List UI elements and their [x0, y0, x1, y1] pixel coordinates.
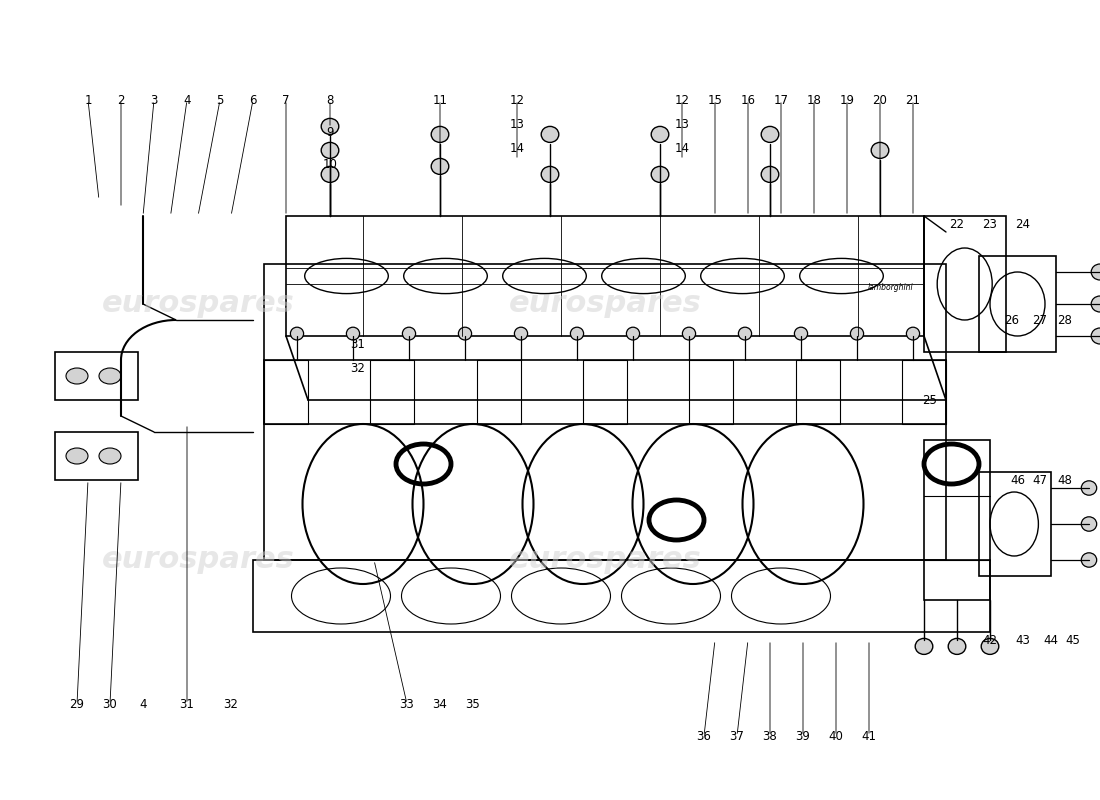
Text: 30: 30	[102, 698, 118, 710]
Text: 35: 35	[465, 698, 481, 710]
Text: 31: 31	[179, 698, 195, 710]
Text: 47: 47	[1032, 474, 1047, 486]
Text: 32: 32	[223, 698, 239, 710]
Ellipse shape	[431, 158, 449, 174]
Text: eurospares: eurospares	[101, 290, 295, 318]
Text: 27: 27	[1032, 314, 1047, 326]
Text: 48: 48	[1057, 474, 1072, 486]
Circle shape	[99, 368, 121, 384]
Text: 17: 17	[773, 94, 789, 106]
Ellipse shape	[321, 118, 339, 134]
Text: 25: 25	[922, 394, 937, 406]
Ellipse shape	[761, 166, 779, 182]
Circle shape	[99, 448, 121, 464]
Text: 6: 6	[250, 94, 256, 106]
Ellipse shape	[981, 638, 999, 654]
Circle shape	[66, 368, 88, 384]
Text: 18: 18	[806, 94, 822, 106]
Text: 10: 10	[322, 158, 338, 170]
Text: 38: 38	[762, 730, 778, 742]
Ellipse shape	[651, 166, 669, 182]
Text: 32: 32	[350, 362, 365, 374]
Text: 4: 4	[184, 94, 190, 106]
Text: 24: 24	[1015, 218, 1031, 230]
Ellipse shape	[321, 142, 339, 158]
Ellipse shape	[1081, 481, 1097, 495]
Text: 2: 2	[118, 94, 124, 106]
Ellipse shape	[626, 327, 639, 340]
Ellipse shape	[290, 327, 304, 340]
Text: 8: 8	[327, 94, 333, 106]
Text: 22: 22	[949, 218, 965, 230]
Text: 14: 14	[674, 142, 690, 154]
Ellipse shape	[915, 638, 933, 654]
Ellipse shape	[1091, 264, 1100, 280]
Text: 11: 11	[432, 94, 448, 106]
Ellipse shape	[850, 327, 864, 340]
Text: 44: 44	[1043, 634, 1058, 646]
Text: eurospares: eurospares	[508, 546, 702, 574]
Text: 29: 29	[69, 698, 85, 710]
Ellipse shape	[1091, 328, 1100, 344]
Text: 7: 7	[283, 94, 289, 106]
Text: 40: 40	[828, 730, 844, 742]
Text: 28: 28	[1057, 314, 1072, 326]
Circle shape	[66, 448, 88, 464]
Text: 43: 43	[1015, 634, 1031, 646]
Ellipse shape	[571, 327, 584, 340]
Text: 33: 33	[399, 698, 415, 710]
Text: lamborghini: lamborghini	[868, 283, 914, 293]
Text: 37: 37	[729, 730, 745, 742]
Text: 39: 39	[795, 730, 811, 742]
Text: 36: 36	[696, 730, 712, 742]
Ellipse shape	[651, 126, 669, 142]
Text: 21: 21	[905, 94, 921, 106]
Ellipse shape	[1091, 296, 1100, 312]
Text: 5: 5	[217, 94, 223, 106]
Text: eurospares: eurospares	[508, 290, 702, 318]
Text: 45: 45	[1065, 634, 1080, 646]
Text: 13: 13	[509, 118, 525, 130]
Ellipse shape	[761, 126, 779, 142]
Ellipse shape	[794, 327, 807, 340]
Ellipse shape	[906, 327, 920, 340]
Ellipse shape	[346, 327, 360, 340]
Text: 12: 12	[509, 94, 525, 106]
Ellipse shape	[403, 327, 416, 340]
Text: 19: 19	[839, 94, 855, 106]
Text: 15: 15	[707, 94, 723, 106]
Text: 46: 46	[1010, 474, 1025, 486]
Ellipse shape	[738, 327, 751, 340]
Ellipse shape	[515, 327, 528, 340]
Text: 14: 14	[509, 142, 525, 154]
Ellipse shape	[948, 638, 966, 654]
Ellipse shape	[541, 166, 559, 182]
Text: 23: 23	[982, 218, 998, 230]
Text: 4: 4	[140, 698, 146, 710]
Text: 26: 26	[1004, 314, 1020, 326]
Ellipse shape	[541, 126, 559, 142]
Text: 41: 41	[861, 730, 877, 742]
Ellipse shape	[871, 142, 889, 158]
Text: 3: 3	[151, 94, 157, 106]
Text: 9: 9	[327, 126, 333, 138]
Text: 34: 34	[432, 698, 448, 710]
Text: 20: 20	[872, 94, 888, 106]
Ellipse shape	[459, 327, 472, 340]
Text: 42: 42	[982, 634, 998, 646]
Text: 13: 13	[674, 118, 690, 130]
Text: eurospares: eurospares	[101, 546, 295, 574]
Text: 16: 16	[740, 94, 756, 106]
Ellipse shape	[1081, 553, 1097, 567]
Ellipse shape	[682, 327, 695, 340]
Text: 12: 12	[674, 94, 690, 106]
Ellipse shape	[431, 126, 449, 142]
Text: 1: 1	[85, 94, 91, 106]
Ellipse shape	[321, 166, 339, 182]
Ellipse shape	[1081, 517, 1097, 531]
Text: 31: 31	[350, 338, 365, 350]
